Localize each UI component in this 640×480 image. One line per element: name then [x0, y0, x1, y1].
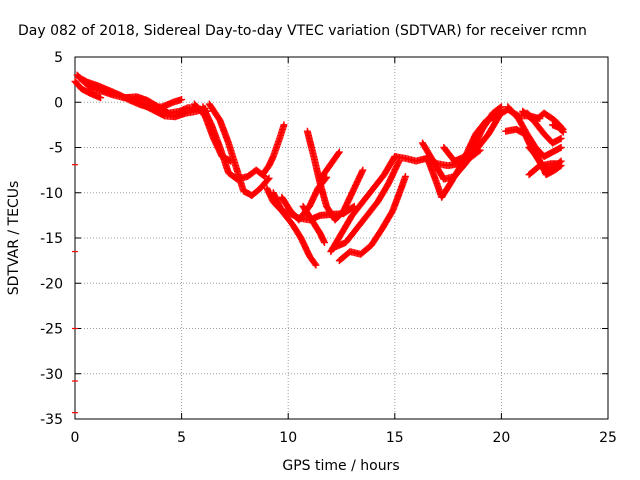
series-arc-28 [549, 121, 567, 136]
series-arc-3 [71, 77, 105, 102]
series-arc-27 [525, 144, 565, 179]
data-point [558, 127, 566, 135]
chart-title: Day 082 of 2018, Sidereal Day-to-day VTE… [18, 23, 587, 39]
x-tick-label: 25 [599, 430, 617, 446]
data-point [280, 121, 288, 129]
data-point [496, 104, 504, 112]
y-tick-label: -5 [49, 141, 63, 157]
y-tick-label: 5 [54, 50, 63, 66]
data-point [557, 134, 565, 142]
data-point [335, 148, 343, 156]
data-points [71, 71, 567, 414]
data-point [264, 175, 272, 183]
series-arc-13 [303, 127, 367, 224]
data-point [557, 162, 565, 170]
series-arc-10 [269, 189, 320, 269]
series-arc-23 [504, 103, 565, 161]
series-arc-17 [335, 172, 409, 265]
y-axis-label: SDTVAR / TECUs [6, 181, 22, 296]
y-tick-label: -15 [40, 231, 63, 247]
data-point [97, 94, 105, 102]
data-point [556, 163, 564, 171]
x-tick-label: 0 [71, 430, 80, 446]
y-tick-label: -20 [40, 276, 63, 292]
data-point [559, 128, 567, 136]
x-tick-label: 20 [492, 430, 510, 446]
y-tick-label: -35 [40, 412, 63, 428]
series-arc-11 [278, 173, 331, 224]
series-arc-16 [327, 153, 399, 256]
series-arc-12 [299, 202, 328, 247]
series-arc-7 [205, 100, 273, 199]
x-axis-label: GPS time / hours [282, 458, 399, 474]
x-tick-label: 5 [177, 430, 186, 446]
data-point [359, 166, 367, 174]
y-tick-label: -25 [40, 322, 63, 338]
data-point [334, 149, 342, 157]
data-point [497, 103, 505, 111]
stray-points [72, 164, 78, 414]
series-arc-24 [519, 107, 565, 147]
tick-labels: 0 5 10 15 20 25 5 0 -5 -10 -15 -20 -25 -30 -35 [40, 50, 617, 446]
x-tick-label: 10 [279, 430, 297, 446]
data-point [320, 239, 328, 247]
data-point [311, 260, 319, 268]
data-point [557, 144, 565, 151]
series-arc-15 [331, 157, 403, 251]
series-arc-14 [316, 148, 343, 183]
data-point [312, 261, 320, 269]
data-point [178, 96, 186, 104]
x-tick-label: 15 [386, 430, 404, 446]
y-tick-label: 0 [54, 95, 63, 111]
series-arc-8 [259, 121, 288, 179]
y-tick-label: -30 [40, 367, 63, 383]
data-point [401, 172, 409, 180]
data-point [265, 174, 273, 182]
y-tick-label: -10 [40, 186, 63, 202]
